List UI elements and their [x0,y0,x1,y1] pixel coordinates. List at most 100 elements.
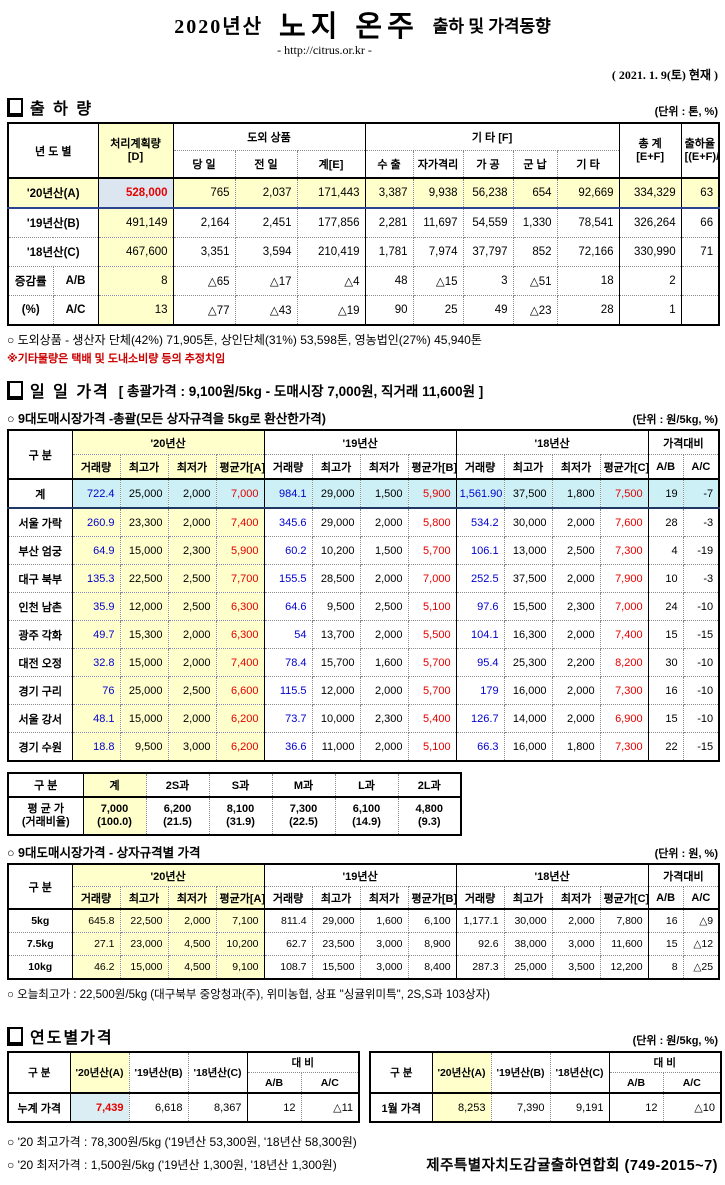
table-cell: 56,238 [462,177,514,210]
col-group-y18: '18년산 [455,429,649,456]
col-header-ac: A/C [300,1072,360,1095]
subtitle-box: ○ 9대도매시장가격 - 상자규격별 가격 [7,846,201,861]
table-cell: 7,300 (22.5) [271,796,336,836]
col-header-high: 최고가 [119,454,169,481]
col-header-year: 년 도 별 [7,122,99,180]
table-row: 인천 남촌 35.9 12,000 2,500 6,300 64.6 9,500 2,500 5… [7,592,720,622]
col-group-y18: '18년산 [455,863,649,888]
table-cell: 7,400 [215,648,265,678]
table-cell: △65 [172,266,236,297]
section-title-text: 일 일 가격 [30,384,110,402]
table-cell: 8 [97,266,174,297]
col-header-plan: 처리계획량 [D] [97,122,174,180]
table-header-row: 구 분 '20년산 '19년산 '18년산 가격대비 [7,429,720,481]
table-cell: 3 [462,266,514,297]
table-cell: 2,000 [551,507,601,538]
table-cell: 6,200 (21.5) [145,796,210,836]
row-label: 광주 각화 [7,620,73,650]
table-cell: 25,000 [119,478,169,510]
table-header-row: 구 분 '20년산 '19년산 '18년산 가격대비 [7,863,720,911]
table-cell: 2,281 [364,207,414,239]
table-cell: 3,000 [551,932,601,957]
table-cell: △25 [682,955,720,980]
table-row: '20년산(A) 528,000 765 2,037 171,443 3,387 9,938… [7,177,720,210]
today-high-note: ○ 오늘최고가 : 22,500원/5kg (대구북부 중앙청과(주), 위미농… [7,989,491,1002]
table-cell: △15 [412,266,464,297]
table-cell: 15,000 [119,648,169,678]
table-cell: 63 [680,177,720,210]
row-label: 계 [7,478,73,510]
row-label: 5kg [7,908,73,934]
table-cell: 467,600 [97,237,174,268]
section-title-text: 연도별가격 [30,1030,114,1048]
table-cell: 5,800 [407,507,457,538]
table-cell: 73.7 [263,704,313,734]
col-header-volume: 거래량 [455,886,505,911]
table-cell: 7,300 [599,732,649,762]
row-label: 경기 구리 [7,676,73,706]
table-cell: 7,974 [412,237,464,268]
row-sublabel: A/B [52,266,99,297]
table-cell: 2,000 [167,704,217,734]
yearly-high-note: ○ '20 최고가격 : 78,300원/5kg ('19년산 53,300원,… [7,1135,357,1150]
table-cell: △10 [662,1092,722,1123]
table-cell: 9,500 [311,592,361,622]
table-cell: 5,900 [407,478,457,510]
table-cell: 1 [618,295,682,326]
col-header-ab: A/B [647,454,684,481]
col-header-low: 최저가 [167,454,217,481]
box-size-price-table: 구 분 '20년산 '19년산 '18년산 가격대비 거래량 최고가 최저가 평… [7,863,721,981]
site-url: - http://citrus.or.kr - [277,43,372,58]
col-header-ab: A/B [608,1072,664,1095]
organization-name: 제주특별자치도감귤출하연합회 (749-2015~7) [426,1158,718,1175]
table-cell: 15 [647,932,684,957]
row-label: 1월 가격 [369,1092,433,1123]
section-title-shipment: 출 하 량 [7,95,93,119]
table-row: (%) A/C 13 △77 △43 △19 90 25 49 △23 28 1 [7,295,720,326]
table-cell: 66 [680,207,720,239]
table-cell: 645.8 [71,908,121,934]
table-row: 7.5kg 27.1 23,000 4,500 10,200 62.7 23,500 3,00… [7,932,720,957]
table-cell: 1,800 [551,732,601,762]
table-cell: 37,500 [503,478,553,510]
table-cell: -3 [682,564,720,594]
daily-summary-prices: [ 총괄가격 : 9,100원/5kg - 도매시장 7,000원, 직거래 1… [118,384,484,400]
table-cell: 30,000 [503,908,553,934]
table-cell: 1,500 [359,478,409,510]
table-cell: 2,500 [167,592,217,622]
yearly-low-note: ○ '20 최저가격 : 1,500원/5kg ('19년산 1,300원, '… [7,1158,337,1173]
table-cell: 126.7 [455,704,505,734]
table-cell: 1,330 [512,207,558,239]
row-label: '18년산(C) [7,237,99,268]
table-cell: 6,618 [128,1092,189,1123]
table-cell: 15,300 [119,620,169,650]
table-cell: 2,500 [359,592,409,622]
unit-label-overall: (단위 : 원/5kg, %) [632,414,718,427]
table-cell: 8 [647,955,684,980]
table-cell: 2,500 [167,564,217,594]
table-cell: -7 [682,478,720,510]
table-cell: 8,367 [187,1092,248,1123]
table-cell: 2,500 [551,536,601,566]
row-label: 경기 수원 [7,732,73,762]
section-title-yearly: 연도별가격 [7,1024,114,1048]
table-cell: 2 [618,266,682,297]
subtitle-overall: ○ 9대도매시장가격 -총괄(모든 상자규격을 5kg로 환산한가격) [7,412,326,427]
table-cell: 2,000 [167,908,217,934]
table-cell: 71 [680,237,720,268]
table-cell: 25,000 [503,955,553,980]
table-cell: 72,166 [556,237,620,268]
table-cell: 13 [97,295,174,326]
table-cell: △23 [512,295,558,326]
col-header-y18c: '18년산(C) [549,1051,610,1095]
col-header-ab: A/B [246,1072,302,1095]
table-cell: 5,500 [407,620,457,650]
row-sublabel: A/C [52,295,99,326]
table-cell: 23,300 [119,507,169,538]
table-cell: 534.2 [455,507,505,538]
table-cell: 345.6 [263,507,313,538]
col-header-today: 당 일 [172,150,236,180]
table-cell: 3,000 [359,932,409,957]
col-group-island: 도외 상품 [172,122,366,152]
col-group-compare: 가격대비 [647,863,720,888]
